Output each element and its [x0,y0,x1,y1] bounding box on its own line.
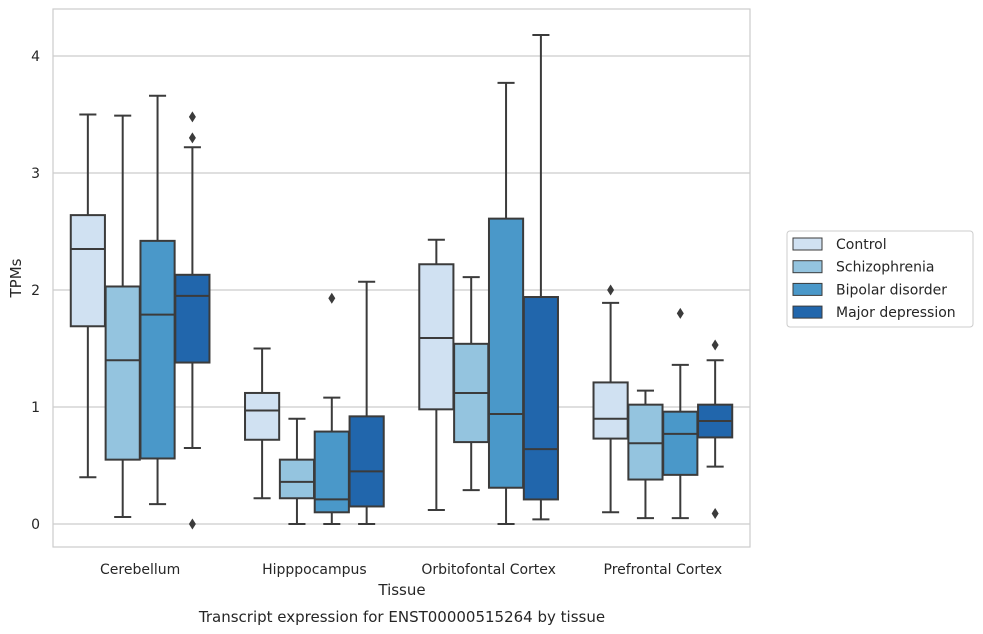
legend-label-4: Major depression [836,305,956,321]
box-iqr [627,403,664,481]
box-3-1 [418,238,455,511]
box-1-2 [104,114,141,518]
box-iqr [662,410,699,476]
plot-area-frame [52,8,751,548]
box-1-4 [174,111,211,530]
flier-point-1 [188,111,196,123]
x-tick-label-2: Hipppocampus [262,562,367,578]
flier-point-1 [607,284,615,296]
box-1-1 [69,113,106,479]
legend-swatch-4 [792,305,823,319]
box-iqr [104,285,141,461]
box-3-4 [522,33,559,521]
x-tick-labels: Cerebellum Hipppocampus Orbitofontal Corte… [100,562,722,578]
legend-label-3: Bipolar disorder [836,282,947,298]
flier-point-1 [711,339,719,351]
box-3-3 [487,81,525,525]
box-2-2 [278,417,316,525]
box-iqr [348,415,385,508]
box-4-4 [697,339,734,519]
box-iqr [487,217,525,489]
y-tick-label-1: 1 [31,400,40,416]
box-iqr [418,263,455,411]
box-iqr [522,296,559,501]
x-tick-label-4: Prefrontal Cortex [604,562,723,578]
box-2-1 [244,347,281,500]
legend-swatch-2 [792,260,823,274]
x-axis-label: Tissue [377,581,425,599]
boxes [69,33,734,530]
legend-swatch-3 [792,282,823,296]
legend-frame [786,230,974,328]
flier-point-1 [328,292,336,304]
legend: Control Schizophrenia Bipolar disorder Majo… [786,230,974,328]
box-2-3 [313,292,350,525]
y-tick-label-4: 4 [31,49,40,65]
chart-caption: Transcript expression for ENST0000051526… [198,608,605,626]
box-iqr [139,239,176,460]
y-axis-label: TPMs [7,258,25,298]
y-tick-labels: 0 1 2 3 4 [31,49,40,533]
x-tick-label-1: Cerebellum [100,562,180,578]
box-iqr [174,273,211,364]
box-iqr [278,458,316,500]
box-4-1 [592,284,629,514]
box-iqr [244,391,281,441]
y-tick-label-3: 3 [31,166,40,182]
legend-swatch-1 [792,237,823,251]
flier-point-2 [711,507,719,519]
y-tick-label-0: 0 [31,517,40,533]
box-2-4 [348,280,385,525]
flier-point-3 [188,518,196,530]
box-iqr [592,381,629,440]
box-3-2 [453,276,490,492]
flier-point-1 [676,307,684,319]
legend-label-1: Control [836,237,887,253]
box-4-3 [662,307,699,520]
box-iqr [69,214,106,328]
x-tick-label-3: Orbitofontal Cortex [421,562,556,578]
legend-label-2: Schizophrenia [836,260,934,276]
box-1-3 [139,94,176,506]
y-tick-label-2: 2 [31,283,40,299]
flier-point-2 [188,132,196,144]
box-4-2 [627,389,664,520]
